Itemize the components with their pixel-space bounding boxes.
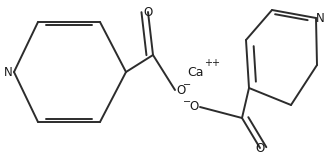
Text: −: − xyxy=(182,80,191,90)
Text: N: N xyxy=(316,11,324,24)
Text: O: O xyxy=(176,84,185,97)
Text: O: O xyxy=(190,100,199,113)
Text: −: − xyxy=(183,97,192,107)
Text: N: N xyxy=(4,66,12,78)
Text: ++: ++ xyxy=(204,58,220,69)
Text: O: O xyxy=(143,5,153,18)
Text: Ca: Ca xyxy=(188,66,204,78)
Text: O: O xyxy=(256,142,264,155)
